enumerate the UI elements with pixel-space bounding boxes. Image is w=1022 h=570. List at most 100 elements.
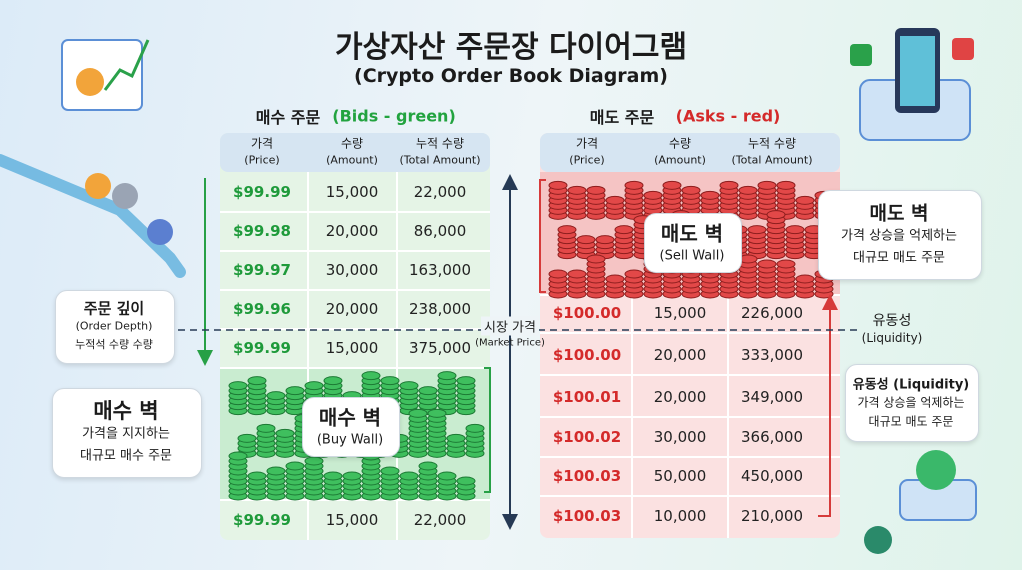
coin: [614, 225, 634, 235]
price-cell: $99.99: [233, 183, 291, 201]
amount-cell: 450,000: [740, 467, 804, 485]
coin: [418, 461, 438, 471]
coin: [595, 235, 615, 245]
wall-note: (Sell Wall): [659, 248, 725, 264]
callout-title: 주문 깊이: [83, 299, 145, 318]
coin: [776, 180, 796, 190]
coin: [738, 185, 758, 195]
coin: [304, 456, 324, 466]
coin: [776, 259, 796, 269]
wall-title: 매도 벽: [660, 221, 724, 246]
coin: [681, 185, 701, 195]
coin: [342, 471, 362, 481]
coin: [662, 180, 682, 190]
coin: [757, 259, 777, 269]
coin: [380, 466, 400, 476]
liquidity-arrow: [818, 294, 838, 517]
amount-cell: 333,000: [740, 346, 804, 364]
amount-cell: 375,000: [408, 339, 472, 357]
down-icon: [952, 38, 974, 60]
column-label: 수량: [668, 136, 692, 151]
coin: [795, 274, 815, 284]
coin: [247, 376, 267, 386]
coin: [557, 225, 577, 235]
amount-cell: 22,000: [413, 183, 467, 201]
side-heading-note: (Asks - red): [675, 106, 781, 126]
price-cell: $99.99: [233, 339, 291, 357]
coin-icon: [864, 526, 892, 554]
asks-header-bg: [540, 133, 840, 172]
amount-cell: 238,000: [408, 300, 472, 318]
coin: [266, 466, 286, 476]
coin: [643, 190, 663, 200]
coin: [719, 180, 739, 190]
amount-cell: 366,000: [740, 428, 804, 446]
coin: [456, 376, 476, 386]
price-cell: $100.00: [552, 346, 622, 364]
coin-icon: [76, 68, 104, 96]
coin: [757, 180, 777, 190]
amount-cell: 226,000: [740, 304, 804, 322]
coin: [437, 371, 457, 381]
liquidity-label: 유동성: [872, 313, 912, 329]
coin: [256, 423, 276, 433]
callout-note: (Order Depth): [75, 319, 153, 333]
coin: [567, 185, 587, 195]
price-cell: $99.96: [233, 300, 291, 318]
coin: [399, 471, 419, 481]
wall-title: 매수 벽: [318, 405, 382, 430]
column-note: (Amount): [654, 153, 706, 167]
coin-icon: [112, 183, 138, 209]
price-cell: $100.03: [552, 507, 622, 525]
coin-icon: [147, 219, 173, 245]
coin: [237, 433, 257, 443]
coin: [795, 195, 815, 205]
column-note: (Total Amount): [399, 153, 481, 167]
coin: [247, 471, 267, 481]
callout: [52, 388, 202, 478]
coin: [418, 386, 438, 396]
column-label: 가격: [250, 136, 274, 151]
price-cell: $99.99: [233, 511, 291, 529]
row-lines: [220, 172, 840, 540]
subtitle: (Crypto Order Book Diagram): [354, 65, 668, 87]
coin-icon: [916, 450, 956, 490]
callout-line1: 가격 상승을 억제하는: [857, 395, 965, 410]
coin: [399, 381, 419, 391]
column-note: (Total Amount): [731, 153, 813, 167]
callout-title: 매수 벽: [93, 399, 159, 423]
bids-header-bg: [220, 133, 490, 172]
coin: [285, 461, 305, 471]
price-cell: $100.01: [552, 388, 622, 406]
coin: [266, 391, 286, 401]
coin: [427, 408, 447, 418]
column-note: (Price): [244, 153, 280, 167]
coin: [275, 428, 295, 438]
coin: [624, 269, 644, 279]
coin: [408, 408, 428, 418]
coin: [567, 269, 587, 279]
amount-cell: 20,000: [653, 388, 707, 406]
callout-line1: 가격 상승을 억제하는: [841, 228, 957, 244]
price-cell: $100.03: [552, 467, 622, 485]
price-cell: $99.98: [233, 222, 291, 240]
callout: [845, 364, 979, 442]
amount-cell: 15,000: [325, 511, 379, 529]
sell-wall-bracket: [539, 179, 546, 293]
coin: [446, 433, 466, 443]
coin-icon: [85, 173, 111, 199]
amount-cell: 20,000: [325, 300, 379, 318]
amount-cell: 30,000: [653, 428, 707, 446]
column-label: 누적 수량: [748, 136, 796, 151]
coin: [456, 476, 476, 486]
amount-cell: 30,000: [325, 261, 379, 279]
coin: [465, 423, 485, 433]
coin: [323, 471, 343, 481]
amount-cell: 163,000: [408, 261, 472, 279]
amount-cell: 86,000: [413, 222, 467, 240]
buy-wall-bracket: [484, 367, 491, 493]
coin: [586, 254, 606, 264]
column-label: 수량: [340, 136, 364, 151]
column-note: (Price): [569, 153, 605, 167]
